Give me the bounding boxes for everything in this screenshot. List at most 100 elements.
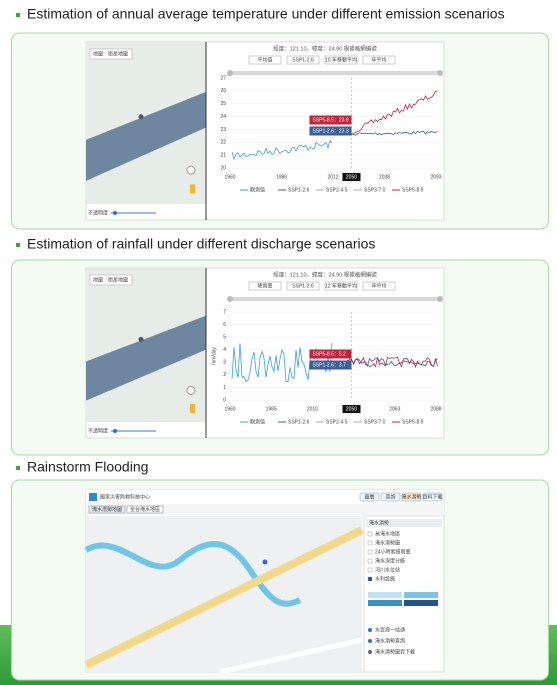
y-tick-label: 25	[220, 101, 226, 107]
panel-link: 水資源一站通	[375, 626, 405, 633]
cursor-label	[342, 405, 361, 413]
x-tick-label: 1986	[276, 174, 287, 180]
toolbar-button: 淹水潛勢	[401, 493, 421, 500]
range-slider	[230, 71, 440, 75]
toolbar-button	[422, 492, 443, 502]
map-marker	[262, 559, 268, 565]
x-tick-label: 2038	[379, 174, 390, 180]
locate-button	[186, 165, 196, 175]
tab: 淹水潛勢地圖	[92, 506, 122, 513]
control: 12 年移動平均	[325, 282, 357, 289]
section-title: Rainstorm Flooding	[27, 459, 148, 475]
slider-knob	[227, 70, 233, 76]
map-button	[89, 48, 133, 60]
bullet	[16, 13, 20, 17]
link-icon	[368, 639, 372, 643]
cursor-label: 2050	[346, 174, 357, 180]
y-tick-label: 4	[223, 347, 226, 353]
opacity-label: 不透明度	[88, 427, 108, 434]
cursor-label: 2050	[346, 406, 357, 412]
road	[219, 637, 363, 675]
legend-swatch	[404, 592, 438, 598]
control	[286, 55, 320, 65]
tab	[126, 505, 164, 514]
control	[362, 55, 396, 65]
slider-knob	[437, 296, 443, 302]
control	[324, 281, 358, 291]
tooltip	[309, 349, 352, 359]
panel-item: 淹水深度分級	[375, 557, 405, 564]
section-title: Estimation of rainfall under different d…	[27, 236, 375, 252]
checkbox	[367, 558, 373, 564]
legend-swatch	[368, 600, 402, 606]
tooltip	[309, 115, 352, 125]
link-icon	[368, 650, 372, 654]
tooltip: SSP5-8.5：23.9	[312, 117, 348, 123]
toolbar-button	[401, 492, 422, 502]
grid-cell	[86, 91, 206, 181]
map-button: 衛星地圖	[108, 50, 128, 57]
trace	[231, 139, 333, 161]
control	[248, 281, 282, 291]
slider-knob	[437, 70, 443, 76]
checkbox	[367, 531, 373, 537]
panel-item: 淹水潛勢圖	[375, 539, 400, 546]
slider-knob	[227, 296, 233, 302]
control: SSP1-2.6	[292, 57, 314, 63]
map-marker	[138, 114, 144, 120]
tooltip: SSP5-8.5：5.2	[312, 351, 346, 357]
tab	[88, 505, 126, 514]
range-slider	[230, 297, 440, 301]
legend-label: 觀測值	[250, 186, 265, 193]
x-tick-label: 2010	[307, 406, 318, 412]
checkbox	[367, 549, 373, 555]
x-tick-label: 2063	[389, 406, 400, 412]
panel-item: 河川水位站	[375, 566, 400, 573]
legend-label: SSP3-7.0	[364, 187, 386, 193]
map-button	[89, 274, 133, 286]
control: 10 年移動平均	[325, 56, 357, 63]
slider-knob	[113, 429, 117, 433]
river	[84, 541, 302, 607]
x-tick-label: 2093	[430, 174, 441, 180]
tab-bar	[86, 504, 444, 515]
panel-title: 淹水潛勢	[369, 519, 389, 526]
trace	[351, 130, 438, 136]
bullet	[16, 466, 20, 470]
control: 平均值	[257, 56, 272, 63]
y-tick-label: 22	[220, 140, 226, 146]
y-tick-label: 5	[223, 334, 226, 340]
control: SSP1-2.6	[292, 283, 314, 289]
control: 年平均	[371, 56, 386, 63]
link-icon	[368, 628, 372, 632]
toolbar-button	[359, 492, 380, 502]
legend-label: SSP2-4.5	[326, 187, 348, 193]
panel-link: 淹水潛勢查詢	[375, 637, 405, 644]
control: 年平均	[371, 282, 386, 289]
control	[248, 55, 282, 65]
checkbox	[367, 540, 373, 546]
y-tick-label: 26	[220, 88, 226, 94]
opacity-label: 不透明度	[88, 209, 108, 216]
checkbox	[367, 576, 373, 582]
x-tick-label: 1960	[224, 174, 235, 180]
logo	[89, 493, 97, 501]
legend-label: SSP1-2.6	[288, 419, 310, 425]
legend-swatch	[404, 600, 438, 606]
panel-header	[366, 519, 442, 527]
legend-label: SSP5-8.5	[402, 419, 424, 425]
tooltip: SSP1-2.6：3.7	[312, 362, 346, 368]
map-button: 地圖	[93, 50, 103, 57]
section-title: Estimation of annual average temperature…	[27, 6, 505, 22]
control: 降雨量	[257, 282, 272, 289]
x-tick-label: 1960	[224, 406, 235, 412]
coords: 經度：121.10，緯度：24.90 根據格網編號	[273, 270, 377, 278]
legend-swatch	[368, 592, 402, 598]
y-tick-label: 21	[220, 152, 226, 158]
locate-button	[186, 385, 196, 395]
control	[286, 281, 320, 291]
coords: 經度：121.10，緯度：24.90 根據格網編號	[273, 44, 377, 52]
trace	[351, 90, 438, 135]
tab: 全台淹水地區	[130, 506, 160, 513]
